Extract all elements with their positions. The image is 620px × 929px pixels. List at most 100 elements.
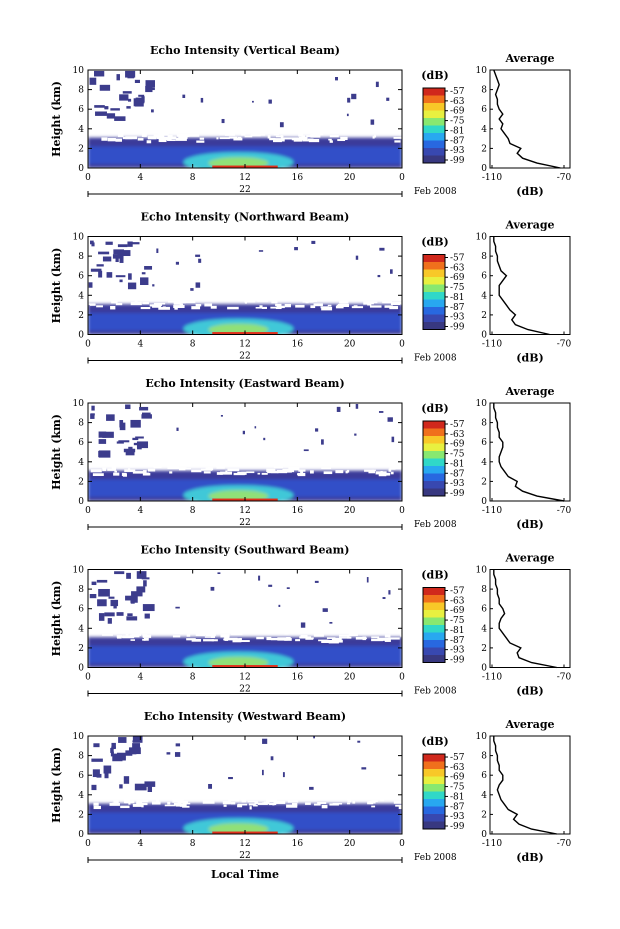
- colorbar-frame: [422, 587, 446, 663]
- panel-title: Echo Intensity (Vertical Beam): [150, 44, 340, 57]
- colorbar-tick-label: -81: [450, 126, 465, 136]
- profile-line: [493, 69, 561, 169]
- x-tick-label: 20: [344, 839, 356, 849]
- panel-4: Echo Intensity (Southward Beam) 0 2 4 6 8 10 He…: [50, 544, 572, 698]
- colorbar-step: [423, 799, 445, 807]
- profile-x-tick-label: -110: [482, 173, 502, 183]
- profile-y-tick-label: 10: [476, 732, 488, 742]
- y-tick-label: 2: [78, 477, 84, 487]
- y-tick-label: 4: [78, 125, 84, 135]
- profile-y-tick-label: 2: [481, 311, 487, 321]
- profile-x-tick-label: -70: [557, 506, 572, 516]
- y-tick-label: 0: [78, 830, 84, 840]
- echo-core-green: [208, 823, 269, 834]
- colorbar-step: [423, 307, 445, 315]
- date-month-label: Feb 2008: [414, 520, 457, 530]
- colorbar-tick-label: -75: [450, 783, 465, 793]
- colorbar-step: [423, 776, 445, 785]
- y-tick-label: 4: [78, 291, 84, 301]
- profile-frame: [489, 69, 571, 169]
- colorbar-step: [423, 458, 445, 467]
- y-tick-label: 6: [78, 438, 84, 448]
- colorbar-step: [423, 118, 445, 126]
- y-tick-label: 6: [78, 771, 84, 781]
- y-tick-label: 4: [78, 624, 84, 634]
- date-day-label: 22: [239, 685, 250, 695]
- colorbar-unit: (dB): [421, 569, 448, 582]
- y-tick-label: 2: [78, 311, 84, 321]
- colorbar-step: [423, 254, 445, 263]
- profile-frame: [489, 569, 571, 668]
- profile-y-tick-label: 8: [481, 86, 487, 96]
- profile-y-tick-label: 0: [481, 497, 487, 507]
- colorbar-tick-label: -75: [450, 283, 465, 293]
- x-tick-label: 20: [344, 506, 356, 516]
- profile-y-tick-label: 4: [481, 125, 487, 135]
- colorbar-tick-label: -99: [450, 489, 465, 499]
- profile-x-tick-label: -110: [482, 673, 502, 683]
- date-day-label: 22: [239, 352, 250, 362]
- y-tick-label: 10: [73, 399, 85, 409]
- y-tick-label: 2: [78, 810, 84, 820]
- profile-y-tick-label: 4: [481, 791, 487, 801]
- x-tick-label: 0: [85, 839, 91, 849]
- x-tick-label: 16: [292, 173, 304, 183]
- profile-title: Average: [504, 718, 554, 731]
- profile-frame: [489, 735, 571, 835]
- profile-y-tick-label: 10: [476, 399, 488, 409]
- colorbar-step: [423, 299, 445, 308]
- x-tick-label: 4: [137, 839, 143, 849]
- profile-y-tick-label: 8: [481, 585, 487, 595]
- date-month-label: Feb 2008: [414, 354, 457, 364]
- colorbar-step: [423, 814, 445, 822]
- colorbar-tick-label: -87: [450, 636, 465, 646]
- profile-title: Average: [504, 52, 554, 65]
- x-tick-label: 4: [137, 173, 143, 183]
- y-tick-label: 4: [78, 791, 84, 801]
- x-tick-label: 12: [239, 673, 250, 683]
- profile-y-tick-label: 8: [481, 752, 487, 762]
- x-tick-label: 16: [292, 839, 304, 849]
- profile-y-tick-label: 2: [481, 144, 487, 154]
- x-axis-label-local-time: Local Time: [211, 868, 279, 881]
- colorbar-unit: (dB): [421, 236, 448, 249]
- profile-y-tick-label: 6: [481, 272, 487, 282]
- x-tick-label: 8: [190, 173, 196, 183]
- profile-y-tick-label: 6: [481, 771, 487, 781]
- y-tick-label: 6: [78, 272, 84, 282]
- y-tick-label: 10: [73, 66, 85, 76]
- colorbar-step: [423, 443, 445, 452]
- colorbar-unit: (dB): [421, 69, 448, 82]
- colorbar-step: [423, 481, 445, 489]
- profile-line: [493, 736, 557, 835]
- echo-core-green: [208, 323, 269, 335]
- profile-frame: [489, 402, 571, 502]
- echo-core-green: [208, 656, 269, 668]
- y-axis-label: Height (km): [50, 248, 63, 324]
- colorbar-step: [423, 103, 445, 111]
- colorbar-tick-label: -81: [450, 792, 465, 802]
- profile-title: Average: [504, 219, 554, 232]
- x-tick-label: 0: [399, 673, 405, 683]
- heatmap-field: [88, 403, 402, 501]
- profile-x-tick-label: -110: [482, 340, 502, 350]
- colorbar-step: [423, 473, 445, 482]
- colorbar-tick-label: -63: [450, 97, 465, 107]
- x-tick-label: 16: [292, 673, 304, 683]
- panel-title: Echo Intensity (Eastward Beam): [145, 377, 344, 390]
- colorbar-step: [423, 428, 445, 437]
- profile-x-tick-label: -70: [557, 673, 572, 683]
- colorbar-frame: [422, 254, 446, 330]
- colorbar-step: [423, 602, 445, 611]
- x-tick-label: 16: [292, 506, 304, 516]
- y-tick-label: 0: [78, 331, 84, 341]
- profile-y-tick-label: 2: [481, 477, 487, 487]
- profile-y-tick-label: 6: [481, 438, 487, 448]
- x-tick-label: 12: [239, 839, 250, 849]
- y-tick-label: 8: [78, 86, 84, 96]
- colorbar-step: [423, 769, 445, 777]
- x-tick-label: 0: [399, 340, 405, 350]
- profile-x-tick-label: -70: [557, 839, 572, 849]
- colorbar-step: [423, 761, 445, 770]
- y-tick-label: 6: [78, 605, 84, 615]
